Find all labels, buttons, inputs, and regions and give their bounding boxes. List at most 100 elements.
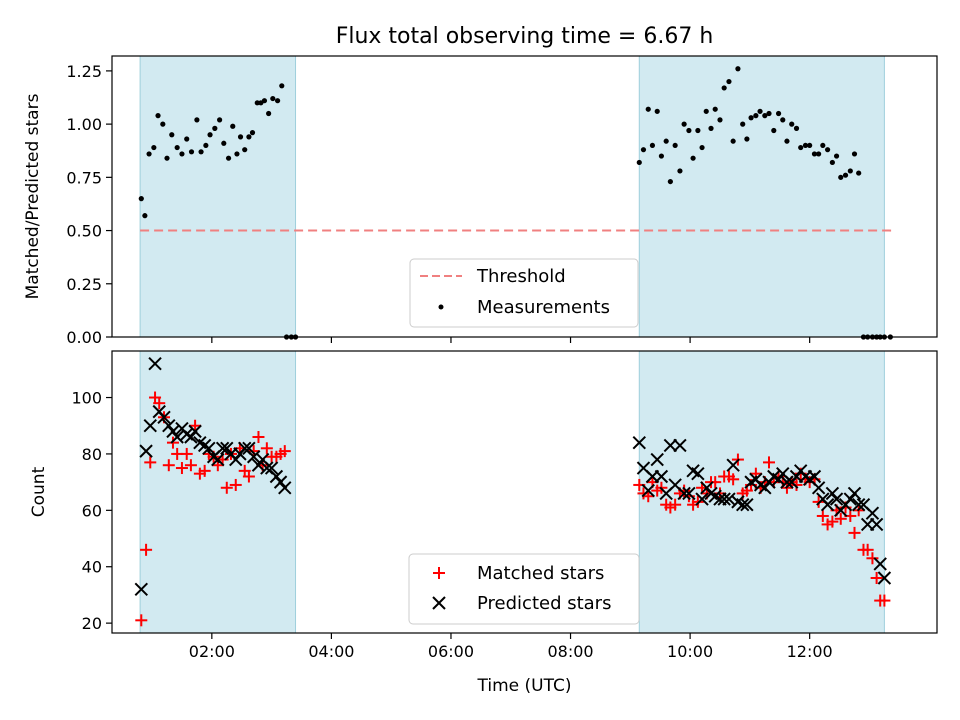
y-tick-label: 0.75 [66,168,102,187]
bottom-legend-box [408,553,640,625]
x-tick-label: 04:00 [308,642,354,661]
measurement-point [766,110,772,117]
legend-threshold-label: Threshold [476,266,566,287]
predicted-point [157,410,171,424]
measurement-point [207,132,213,138]
legend-measurements-label: Measurements [477,297,610,318]
matched-point [184,459,197,472]
legend-predicted-label: Predicted stars [477,593,611,614]
measurement-point [793,125,800,131]
bottom-x-axis-label: Time (UTC) [477,676,572,696]
measurement-point [824,147,831,153]
matched-point [834,512,847,525]
predicted-point [148,356,162,371]
measurement-point [230,123,236,129]
predicted-point [134,582,149,596]
predicted-point [269,469,284,484]
measurement-point [695,127,701,134]
legend-measurements-swatch [438,304,444,310]
predicted-point [873,557,887,571]
measurement-point [856,170,862,176]
measurement-point [151,144,157,151]
legend-predicted-swatch [432,596,446,610]
predicted-point [843,492,858,506]
top-legend-box [409,258,639,328]
measurement-point [762,113,768,119]
predicted-point [246,450,261,464]
matched-point [826,515,839,528]
measurement-point [649,142,656,149]
measurement-point [703,108,709,114]
top-legend: Threshold Measurements [409,258,639,328]
measurement-point [266,110,272,117]
measurement-point [735,66,741,72]
measurement-point [221,140,227,146]
matched-point [220,481,233,494]
bottom-axes-frame [111,350,938,634]
measurement-point [847,168,853,174]
predicted-point [695,492,709,506]
measurement-point [174,144,180,151]
measurement-point [663,138,669,144]
measurement-point [726,78,732,85]
measurement-point [744,136,750,142]
matched-point [189,419,202,432]
predicted-point [825,486,840,501]
measurement-point [721,85,727,91]
top-shaded-intervals [139,55,885,338]
bottom-legend: Matched stars Predicted stars [408,553,640,625]
x-tick-label: 08:00 [547,642,593,661]
measurement-point [234,151,240,157]
measurement-point [237,134,244,140]
x-tick-label: 06:00 [428,642,474,661]
top-y-ticks: 0.00 0.25 0.50 0.75 1.00 1.25 [66,62,112,347]
predicted-point [188,424,202,439]
measurement-point [811,151,818,157]
measurement-point [798,144,804,151]
predicted-point [242,441,256,455]
predicted-point [691,466,705,481]
measurements-points [138,66,893,340]
measurement-point [160,121,166,127]
measurement-point [164,155,170,161]
measurement-point [686,127,692,134]
measurement-point [246,134,252,140]
measurement-point [789,121,795,127]
x-tick-label: 12:00 [787,642,833,661]
predicted-point [758,481,772,495]
y-tick-label: 1.00 [66,115,102,134]
legend-matched-label: Matched stars [477,563,604,584]
predicted-point [877,571,892,585]
predicted-point [740,497,754,512]
y-tick-label: 60 [82,501,102,520]
measurement-point [146,151,152,157]
measurement-point [198,149,204,155]
predicted-point [820,497,835,512]
measurement-point [636,159,642,166]
predicted-point [184,430,198,444]
measurement-point [681,121,687,127]
predicted-point [202,441,216,455]
matched-point [140,543,153,556]
y-tick-label: 0.50 [66,222,102,241]
measurement-point [667,178,673,185]
predicted-point [865,506,880,520]
shaded-interval-1 [638,55,885,338]
matched-point [198,464,211,477]
predicted-point [170,430,184,444]
measurement-point [640,147,647,153]
measurement-point [184,136,190,142]
y-tick-label: 0.25 [66,275,102,294]
matched-point [229,478,242,491]
matched-point [242,470,255,483]
matched-point [153,397,166,410]
y-tick-label: 20 [82,614,102,633]
top-panel: 0.00 0.25 0.50 0.75 1.00 1.25 Flux total obse… [23,24,938,347]
measurement-point [249,130,256,136]
predicted-point [632,435,646,450]
measurement-point [645,106,651,112]
measurement-point [672,142,678,149]
measurement-point [842,172,849,178]
measurement-point [690,155,696,161]
predicted-point [139,444,153,458]
